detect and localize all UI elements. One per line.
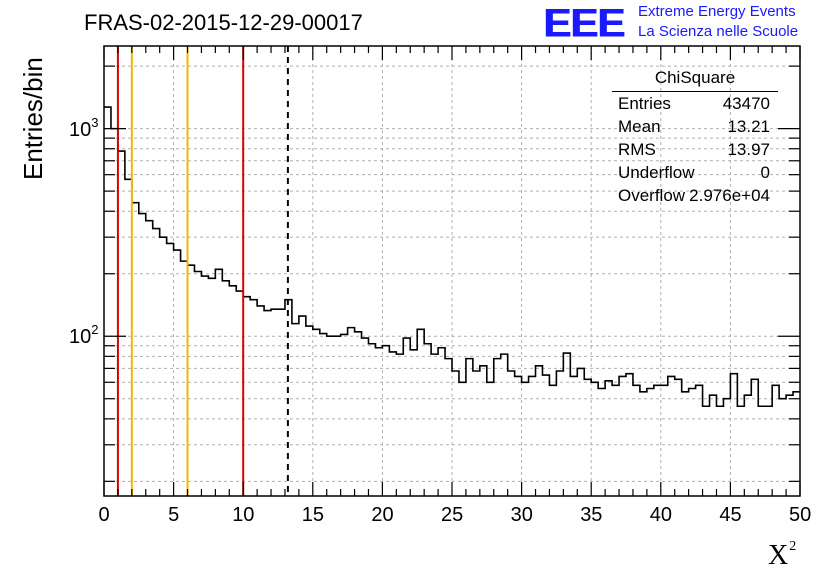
y-tick-label-exponent: 2 bbox=[91, 322, 99, 338]
x-axis-label-base: X bbox=[768, 540, 789, 571]
x-tick-label: 25 bbox=[441, 504, 464, 526]
stats-label: Overflow bbox=[618, 186, 686, 205]
chart-title: FRAS-02-2015-12-29-00017 bbox=[84, 10, 363, 35]
histogram-step-line bbox=[104, 106, 800, 408]
x-tick-label: 5 bbox=[168, 504, 180, 526]
x-tick-label: 45 bbox=[719, 504, 742, 526]
axes-frame bbox=[103, 45, 801, 497]
stats-label: RMS bbox=[618, 140, 656, 159]
stats-row-overflow: Overflow 2.976e+04 bbox=[612, 184, 778, 207]
x-tick-label: 20 bbox=[371, 504, 394, 526]
x-tick-label: 50 bbox=[789, 504, 812, 526]
stats-box: ChiSquare Entries 43470 Mean 13.21 RMS 13.9… bbox=[612, 67, 778, 207]
y-tick-label-base: 10 bbox=[69, 326, 92, 349]
stats-box-title: ChiSquare bbox=[612, 67, 778, 92]
stats-row-underflow: Underflow 0 bbox=[612, 161, 778, 184]
stats-value: 2.976e+04 bbox=[689, 186, 770, 205]
stats-row-mean: Mean 13.21 bbox=[612, 115, 778, 138]
stats-row-entries: Entries 43470 bbox=[612, 92, 778, 115]
x-tick-label: 15 bbox=[301, 504, 325, 526]
eee-logo: EEE bbox=[543, 0, 625, 45]
stats-label: Mean bbox=[618, 117, 661, 136]
histogram-series bbox=[104, 106, 800, 408]
x-axis-label-exponent: 2 bbox=[789, 539, 797, 554]
y-tick-label-base: 10 bbox=[69, 118, 92, 141]
stats-value: 13.97 bbox=[727, 140, 770, 159]
x-tick-label: 0 bbox=[98, 504, 110, 526]
y-tick-label-exponent: 3 bbox=[91, 114, 99, 130]
y-tick-label: 102 bbox=[69, 322, 98, 349]
x-tick-label: 30 bbox=[510, 504, 533, 526]
stats-value: 43470 bbox=[722, 94, 770, 113]
x-tick-label: 40 bbox=[649, 504, 673, 526]
stats-label: Entries bbox=[618, 94, 671, 113]
stats-label: Underflow bbox=[618, 163, 695, 182]
y-axis-label: Entries/bin bbox=[18, 57, 48, 180]
x-tick-label: 10 bbox=[232, 504, 255, 526]
marker-lines bbox=[116, 46, 289, 496]
stats-value: 0 bbox=[760, 163, 770, 182]
x-axis-label: X2 bbox=[768, 539, 796, 572]
x-tick-label: 35 bbox=[580, 504, 603, 526]
logo-line-1: Extreme Energy Events bbox=[638, 3, 796, 20]
y-tick-label: 103 bbox=[69, 115, 98, 142]
stats-value: 13.21 bbox=[727, 117, 770, 136]
stats-row-rms: RMS 13.97 bbox=[612, 138, 778, 161]
logo-line-2: La Scienza nelle Scuole bbox=[638, 23, 799, 40]
